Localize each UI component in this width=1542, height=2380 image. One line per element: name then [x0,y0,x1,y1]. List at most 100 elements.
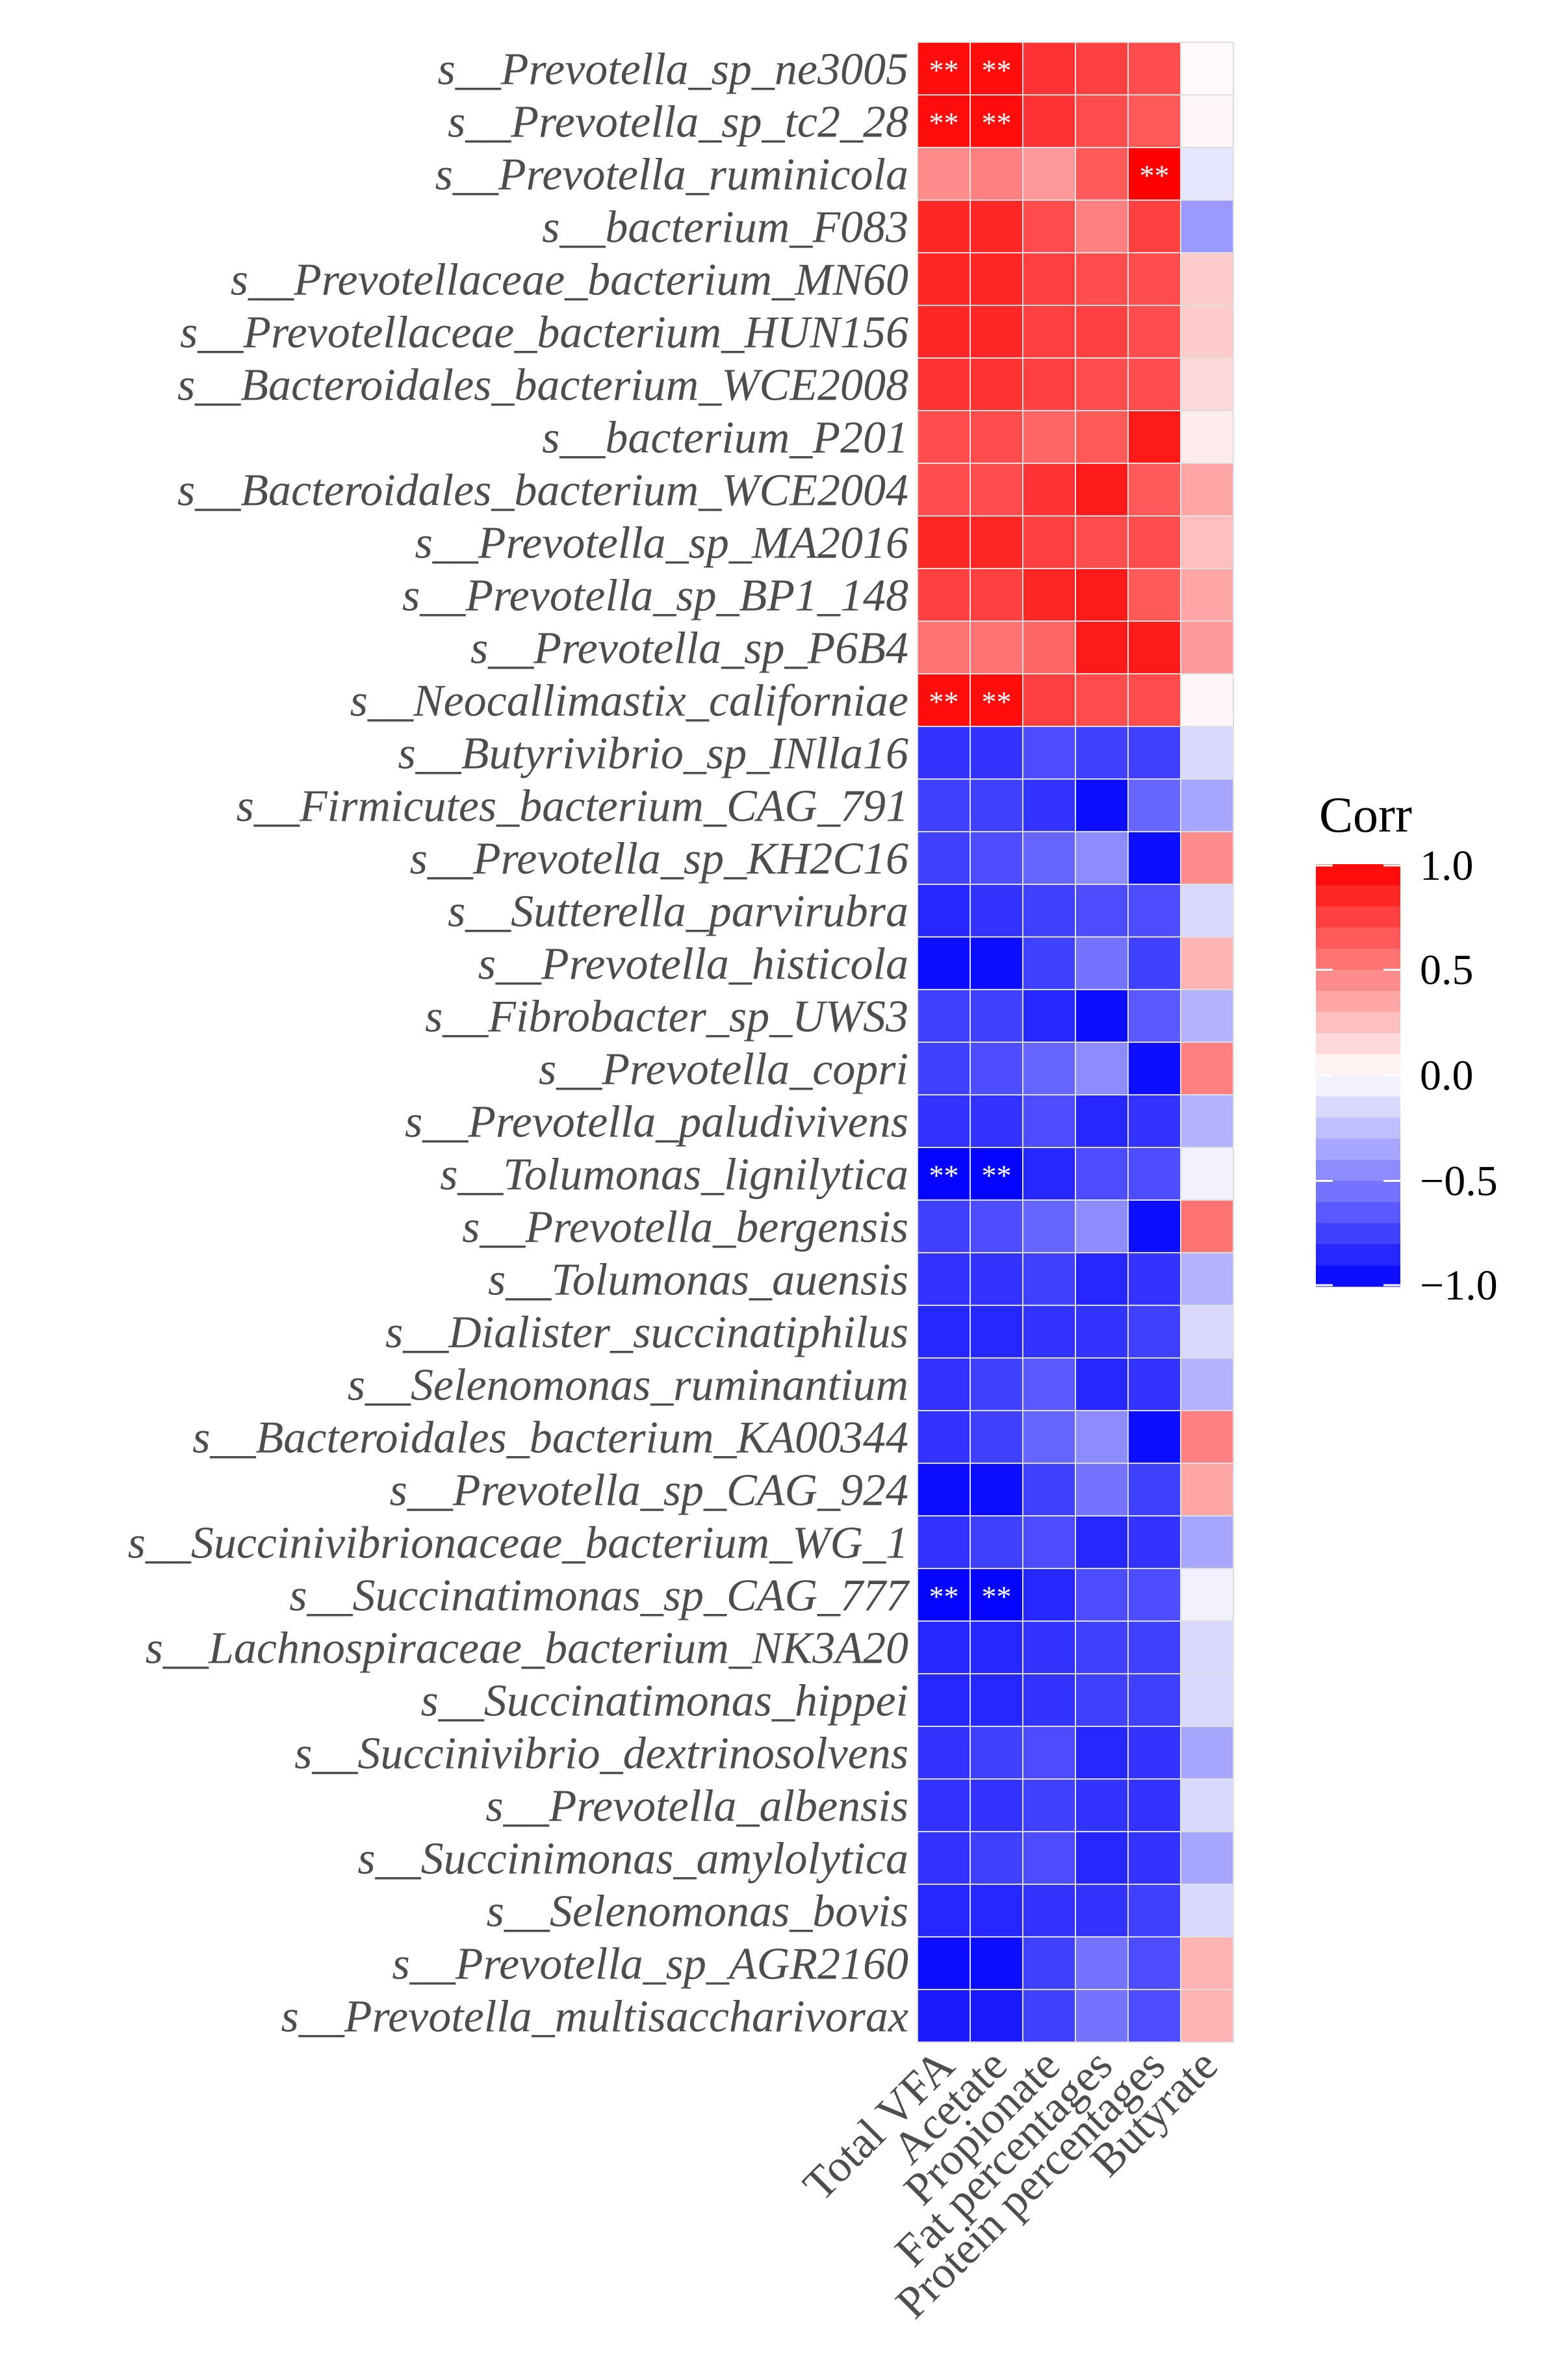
heatmap-cell [1127,1673,1181,1727]
heatmap-cell [1127,252,1181,306]
heatmap-cell [1180,305,1234,359]
heatmap-cell [917,410,971,464]
significance-mark: ** [929,1159,959,1192]
heatmap-cell [1022,1094,1076,1148]
heatmap-cell [1022,147,1076,201]
heatmap-cell [1180,1568,1234,1622]
heatmap-cell [970,42,1023,96]
heatmap-cell [1075,252,1129,306]
row-label: s__Selenomonas_bovis [487,1887,908,1937]
heatmap-cell [917,1042,971,1095]
row-label: s__Prevotella_sp_P6B4 [470,624,908,674]
heatmap-cell [917,463,971,517]
heatmap-cell [917,1147,971,1201]
legend-tick-label: −0.5 [1420,1158,1498,1205]
row-labels: s__Prevotella_sp_ne3005s__Prevotella_sp_… [128,45,910,2042]
legend-color-step [1316,1118,1400,1139]
legend-tick-label: 0.0 [1420,1052,1474,1099]
heatmap-cell [917,989,971,1043]
heatmap-cell [1180,1305,1234,1359]
heatmap-cell [1075,1673,1129,1727]
row-label: s__Succinimonas_amylolytica [357,1834,908,1884]
row-label: s__Prevotellaceae_bacterium_MN60 [231,255,908,305]
heatmap-cell [1180,410,1234,464]
heatmap-cell [1075,726,1129,780]
heatmap-cell [970,147,1023,201]
heatmap-cell [1022,1357,1076,1411]
heatmap-cell [1075,199,1129,253]
heatmap-cell [1075,1568,1129,1622]
heatmap-cell [1075,1199,1129,1253]
heatmap-cell [970,989,1023,1043]
heatmap-cell [1180,1726,1234,1780]
legend-tick-label: 0.5 [1420,947,1474,994]
heatmap-cell [970,1884,1023,1938]
heatmap-cell [970,1252,1023,1306]
significance-mark: ** [929,54,959,87]
heatmap-cell [1075,1515,1129,1569]
legend-color-step [1316,885,1400,907]
heatmap-cell [917,42,971,96]
heatmap-cell [1180,515,1234,569]
heatmap-cell [1180,1989,1234,2043]
heatmap-cell [1127,1884,1181,1938]
heatmap-cell [1022,1936,1076,1990]
heatmap-cell [917,1515,971,1569]
heatmap-cell [970,568,1023,622]
legend-color-step [1316,949,1400,970]
heatmap-cell [1075,42,1129,96]
heatmap-cell [1127,199,1181,253]
legend-color-step [1316,1075,1400,1097]
heatmap-cell [970,1726,1023,1780]
heatmap-cell [1127,1831,1181,1885]
heatmap-cell [1075,1884,1129,1938]
legend-tick-label: −1.0 [1420,1262,1498,1309]
row-label: s__Bacteroidales_bacterium_KA00344 [192,1413,908,1463]
legend-color-step [1316,1181,1400,1203]
legend-color-step [1316,1223,1400,1245]
heatmap-cell [1180,1042,1234,1095]
heatmap-cell [1180,621,1234,674]
row-label: s__Prevotella_histicola [478,940,908,990]
legend-color-step [1316,864,1400,886]
heatmap-cell [1127,94,1181,148]
heatmap-cell [1022,94,1076,148]
heatmap-cell [970,1673,1023,1727]
heatmap-cell [1022,989,1076,1043]
heatmap-cell [1022,1410,1076,1464]
significance-mark: ** [982,54,1012,87]
heatmap-cell [1075,1778,1129,1832]
heatmap-cell [1022,726,1076,780]
legend-title: Corr [1319,786,1412,843]
heatmap-cell [970,621,1023,674]
heatmap-cell [1127,936,1181,990]
heatmap-cell [917,199,971,253]
heatmap-cell [1180,1463,1234,1516]
heatmap-cell [970,1042,1023,1095]
heatmap-cell [970,410,1023,464]
row-label: s__Butyrivibrio_sp_INlla16 [398,729,908,779]
heatmap-cell [1180,726,1234,780]
heatmap-cell [1180,989,1234,1043]
heatmap-cell [1075,1357,1129,1411]
heatmap-cell [1022,463,1076,517]
heatmap-cell [1180,831,1234,885]
heatmap-cell [1180,1252,1234,1306]
heatmap-cell [1127,1620,1181,1674]
heatmap-cell [1127,1568,1181,1622]
heatmap-cell [917,1673,971,1727]
heatmap-cell [917,252,971,306]
heatmap-cell [1127,1042,1181,1095]
significance-mark: ** [982,1159,1012,1192]
color-legend: Corr 1.0 0.5 0.0 −0.5 −1.0 [1316,786,1498,1309]
heatmap-cell [1075,989,1129,1043]
heatmap-cell [917,1831,971,1885]
heatmap-cell [1127,673,1181,727]
heatmap-cell [1022,252,1076,306]
heatmap-cell [970,726,1023,780]
heatmap-cell [917,1094,971,1148]
heatmap-cell [1075,515,1129,569]
heatmap-cell [1075,1094,1129,1148]
heatmap-cell [917,673,971,727]
heatmap-cell [1075,831,1129,885]
